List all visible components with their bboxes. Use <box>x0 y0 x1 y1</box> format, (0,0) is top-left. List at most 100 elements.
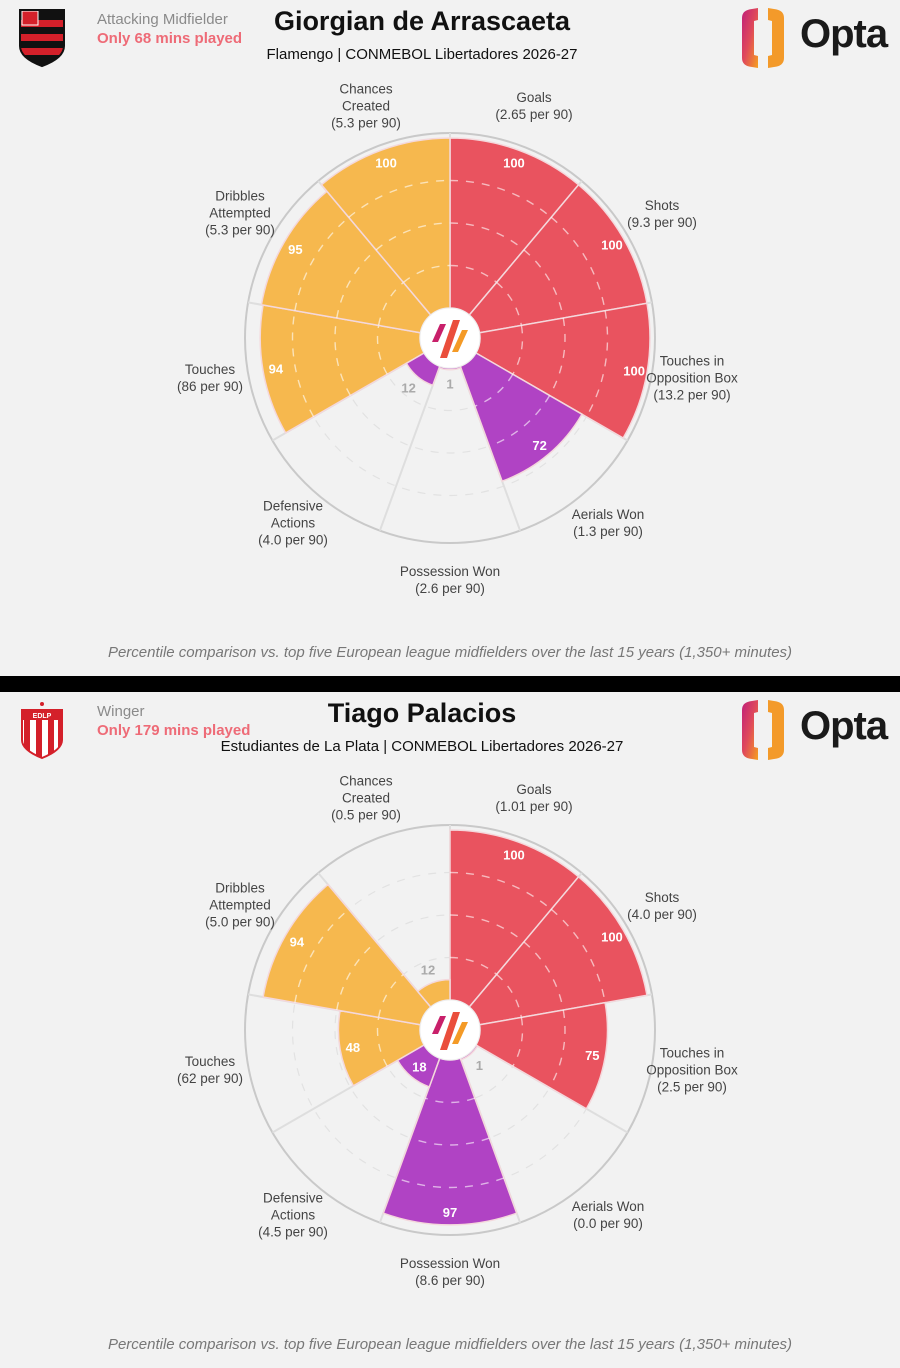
slice-grid-arc <box>294 908 350 1003</box>
category-per90: (5.0 per 90) <box>205 914 275 930</box>
category-name: Defensive Actions <box>262 1190 324 1223</box>
category-name: Goals <box>516 90 552 105</box>
category-name: Defensive Actions <box>262 498 324 531</box>
minutes-warning: Only 179 mins played <box>97 722 251 739</box>
slice-grid-arc <box>291 310 315 418</box>
category-name: Dribbles Attempted <box>209 188 271 221</box>
slice-grid-arc <box>474 373 514 407</box>
category-label: Touches in Opposition Box (13.2 per 90) <box>642 353 742 404</box>
category-per90: (0.0 per 90) <box>573 1216 643 1231</box>
value-label: 18 <box>412 1059 426 1074</box>
category-label: Chances Created (5.3 per 90) <box>326 81 406 132</box>
value-label: 75 <box>585 1048 599 1063</box>
category-name: Touches in Opposition Box <box>646 353 738 386</box>
value-label: 100 <box>623 363 645 378</box>
opta-wordmark: Opta <box>800 12 888 56</box>
value-label: 12 <box>421 962 435 977</box>
pizza-chart-1: 100 100 100 72 1 12 94 95 100 <box>244 132 656 544</box>
category-name: Shots <box>644 890 680 905</box>
category-per90: (2.6 per 90) <box>415 581 485 596</box>
player-name: Giorgian de Arrascaeta <box>273 6 571 36</box>
category-label: Aerials Won (0.0 per 90) <box>572 1198 645 1232</box>
slice-grid-arc <box>496 973 523 1018</box>
slice-grid-arc <box>449 264 498 283</box>
category-per90: (2.65 per 90) <box>495 107 573 122</box>
slice-divider <box>378 365 441 531</box>
value-label: 100 <box>601 238 623 253</box>
category-per90: (8.6 per 90) <box>415 1273 485 1288</box>
category-per90: (13.2 per 90) <box>653 387 731 403</box>
category-per90: (1.01 per 90) <box>495 799 573 814</box>
slice-grid-arc <box>449 179 552 218</box>
flamengo-crest <box>19 9 65 68</box>
category-label: Possession Won (8.6 per 90) <box>400 1255 500 1289</box>
category-name: Chances Created <box>339 81 393 114</box>
player-name: Tiago Palacios <box>327 698 517 728</box>
category-label: Goals (1.01 per 90) <box>495 781 572 815</box>
category-name: Touches <box>184 1054 236 1069</box>
pizza-chart-2: 100 100 75 1 97 18 48 94 12 <box>244 824 656 1236</box>
category-per90: (2.5 per 90) <box>657 1079 727 1095</box>
opta-logo: Opta <box>734 698 894 762</box>
slice-grid-arc <box>377 973 404 1018</box>
player-panel-1: Attacking Midfielder Only 68 mins played… <box>0 0 900 676</box>
svg-text:EDLP: EDLP <box>33 713 52 720</box>
slice-grid-arc <box>336 941 377 1011</box>
slice-grid-arc <box>294 216 350 311</box>
player-subtitle: Estudiantes de La Plata | CONMEBOL Liber… <box>220 738 624 755</box>
category-name: Chances Created <box>339 773 393 806</box>
category-label: Dribbles Attempted (5.0 per 90) <box>200 880 280 931</box>
opta-bracket-icon <box>742 700 784 760</box>
slice-grid-arc <box>548 1009 566 1088</box>
slice-grid-arc <box>512 1017 524 1067</box>
center-logo-icon <box>419 999 481 1061</box>
category-label: Aerials Won (1.3 per 90) <box>572 506 645 540</box>
category-name: Touches <box>184 362 236 377</box>
caption: Percentile comparison vs. top five Europ… <box>107 644 793 661</box>
category-per90: (9.3 per 90) <box>627 215 697 230</box>
player-subtitle: Flamengo | CONMEBOL Libertadores 2026-27 <box>266 46 578 63</box>
value-label: 100 <box>375 155 397 170</box>
value-label: 1 <box>446 377 453 392</box>
category-label: Touches (86 per 90) <box>177 361 243 395</box>
value-label: 100 <box>503 847 525 862</box>
opta-bracket-icon <box>742 8 784 68</box>
category-per90: (4.5 per 90) <box>258 1224 328 1240</box>
category-name: Aerials Won <box>571 507 645 522</box>
player-panel-2: EDLP Winger Only 179 mins played Tiago P… <box>0 692 900 1368</box>
slice-grid-arc <box>395 1177 505 1189</box>
slice-grid-arc <box>449 222 525 251</box>
slice-grid-arc <box>548 317 566 396</box>
value-label: 97 <box>443 1205 457 1220</box>
slice-grid-arc <box>489 395 551 447</box>
value-label: 94 <box>269 362 284 377</box>
category-per90: (5.3 per 90) <box>331 115 401 131</box>
slice-grid-arc <box>523 249 564 319</box>
category-label: Chances Created (0.5 per 90) <box>326 773 406 824</box>
category-label: Defensive Actions (4.0 per 90) <box>253 498 333 549</box>
category-name: Shots <box>644 198 680 213</box>
slice-grid-arc <box>348 179 451 218</box>
category-label: Touches in Opposition Box (2.5 per 90) <box>642 1045 742 1096</box>
slice-grid-arc <box>523 941 564 1011</box>
value-label: 48 <box>346 1040 360 1055</box>
category-per90: (4.0 per 90) <box>258 532 328 548</box>
value-label: 95 <box>288 242 302 257</box>
slice-grid-arc <box>377 281 404 326</box>
slice-grid-arc <box>410 1137 490 1146</box>
category-name: Dribbles Attempted <box>209 880 271 913</box>
value-label: 72 <box>532 438 546 453</box>
estudiantes-crest: EDLP <box>21 702 63 760</box>
value-label: 12 <box>401 380 415 395</box>
opta-wordmark: Opta <box>800 704 888 748</box>
caption: Percentile comparison vs. top five Europ… <box>107 1336 793 1353</box>
value-label: 1 <box>476 1058 483 1073</box>
slice-grid-arc <box>496 281 523 326</box>
slice-grid-arc <box>449 914 525 943</box>
slice-grid-arc <box>449 871 552 910</box>
slice-grid-arc <box>512 325 524 375</box>
slice-grid-arc <box>336 249 377 319</box>
category-name: Touches in Opposition Box <box>646 1045 738 1078</box>
category-per90: (0.5 per 90) <box>331 807 401 823</box>
value-label: 100 <box>503 155 525 170</box>
